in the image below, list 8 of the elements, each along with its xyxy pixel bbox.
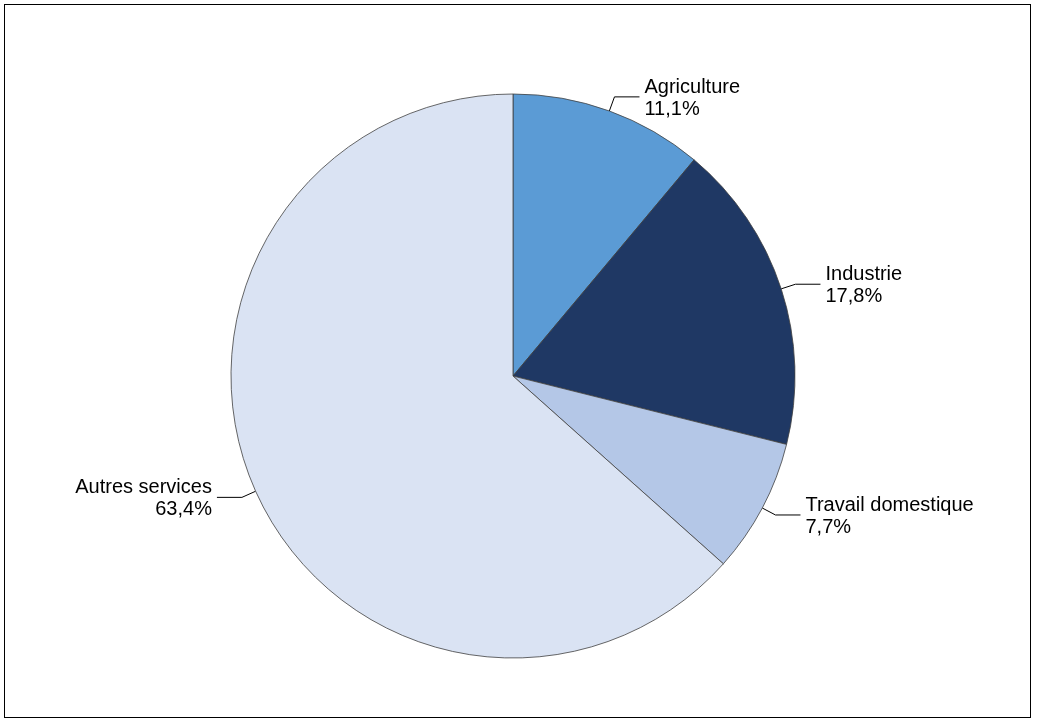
data-label: 63,4% [155,497,213,520]
data-label: 7,7% [805,514,852,537]
data-label: 17,8% [825,284,883,307]
slice-label: Autres services [75,475,212,498]
slice-label: Industrie [825,262,903,285]
slice-label: Travail domestique [805,492,974,515]
data-label: 11,1% [644,96,700,119]
slice-label: Agriculture [644,74,741,97]
